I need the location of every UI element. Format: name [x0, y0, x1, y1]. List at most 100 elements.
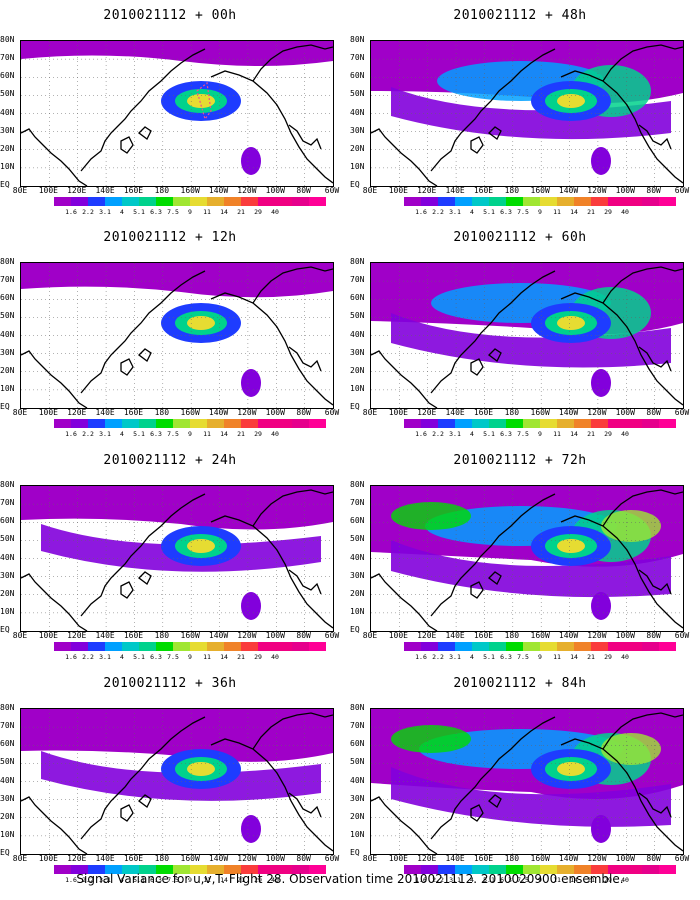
colorbar-swatch	[122, 642, 139, 651]
longitude-label: 100W	[265, 631, 285, 640]
latitude-label: 60N	[0, 739, 15, 749]
colorbar-swatch	[207, 197, 224, 206]
latitude-label: 70N	[350, 275, 365, 285]
colorbar-swatch	[309, 865, 326, 874]
latitude-label: 20N	[0, 143, 15, 153]
latitude-label: 70N	[0, 498, 15, 508]
panel-title: 2010021112 + 00h	[103, 8, 237, 23]
latitude-label: EQ	[350, 625, 360, 634]
colorbar-swatch	[156, 197, 173, 206]
longitude-label: 80W	[296, 186, 311, 195]
colorbar-swatch	[489, 865, 506, 874]
colorbar-label: 21	[587, 208, 595, 216]
colorbar-swatch	[557, 642, 574, 651]
colorbar-label: 1.6	[65, 208, 77, 216]
colorbar-label: 2.2	[432, 208, 444, 216]
latitude-label: 40N	[0, 775, 15, 785]
map-panel: 2010021112 + 24h 80N 70N 60N 50N 40N 30N 20N 10N…	[0, 445, 340, 670]
colorbar-swatch	[625, 865, 642, 874]
colorbar-label: 14	[570, 876, 578, 884]
colorbar-label: 7.5	[167, 208, 179, 216]
colorbar-swatch	[642, 865, 659, 874]
colorbar-swatch	[105, 197, 122, 206]
colorbar-swatch	[540, 197, 557, 206]
latitude-label: 50N	[0, 534, 15, 544]
longitude-label: 100W	[615, 186, 635, 195]
latitude-label: 40N	[350, 107, 365, 117]
latitude-label: 50N	[350, 757, 365, 767]
map-panel: 2010021112 + 12h 80N 70N 60N 50N 40N 30N 20N 10N…	[0, 222, 340, 447]
colorbar-labels: 1.6 2.2 3.1 4 5.1 6.3 7.5 9 11 14 21 29 40	[404, 208, 664, 218]
colorbar-swatch	[88, 197, 105, 206]
colorbar-swatch	[156, 419, 173, 428]
colorbar-swatch	[190, 642, 207, 651]
colorbar	[404, 642, 676, 651]
longitude-label: 120W	[587, 631, 607, 640]
colorbar-swatch	[207, 642, 224, 651]
colorbar-label: 6.3	[500, 653, 512, 661]
colorbar-label: 3.1	[449, 430, 461, 438]
colorbar-label: 6.3	[500, 876, 512, 884]
colorbar-swatch	[224, 642, 241, 651]
latitude-label: 60N	[0, 71, 15, 81]
colorbar-swatch	[438, 419, 455, 428]
colorbar-swatch	[659, 197, 676, 206]
longitude-label: 100E	[38, 854, 58, 863]
latitude-label: 10N	[0, 829, 15, 839]
colorbar-label: 14	[220, 430, 228, 438]
colorbar-label: 40	[271, 876, 279, 884]
longitude-label: 140W	[558, 186, 579, 195]
colorbar-label: 4	[470, 653, 474, 661]
colorbar-swatch	[275, 197, 292, 206]
colorbar-swatch	[173, 642, 190, 651]
map-canvas	[371, 709, 683, 854]
longitude-label: 140E	[445, 631, 465, 640]
longitude-label: 80W	[296, 631, 311, 640]
latitude-label: 40N	[350, 552, 365, 562]
map-area	[370, 262, 684, 409]
longitude-label: 100W	[265, 408, 285, 417]
colorbar-label: 6.3	[150, 876, 162, 884]
colorbar-swatch	[71, 865, 88, 874]
colorbar-swatch	[506, 865, 523, 874]
latitude-label: 60N	[0, 293, 15, 303]
colorbar-swatch	[139, 197, 156, 206]
longitude-label: 160E	[123, 854, 144, 863]
colorbar-label: 11	[203, 430, 211, 438]
colorbar-swatch	[309, 419, 326, 428]
latitude-label: 30N	[0, 125, 15, 135]
colorbar-label: 3.1	[449, 653, 461, 661]
map-area	[20, 708, 334, 855]
colorbar-label: 6.3	[500, 430, 512, 438]
longitude-label: 80E	[362, 408, 378, 417]
colorbar-swatch	[608, 419, 625, 428]
longitude-label: 60W	[324, 186, 340, 195]
colorbar-label: 7.5	[517, 653, 529, 661]
colorbar-swatch	[292, 865, 309, 874]
colorbar-label: 9	[538, 430, 542, 438]
colorbar-swatch	[455, 419, 472, 428]
colorbar-swatch	[421, 419, 438, 428]
longitude-label: 80W	[296, 854, 311, 863]
longitude-label: 80W	[646, 186, 661, 195]
colorbar-label: 4	[120, 430, 124, 438]
colorbar-swatch	[574, 642, 591, 651]
colorbar-label: 4	[470, 430, 474, 438]
colorbar-label: 2.2	[82, 208, 94, 216]
panel-title: 2010021112 + 84h	[453, 676, 587, 691]
longitude-label: 120E	[67, 408, 87, 417]
colorbar-swatch	[156, 642, 173, 651]
colorbar-label: 40	[271, 653, 279, 661]
longitude-label: 120E	[417, 186, 437, 195]
latitude-label: 80N	[0, 257, 15, 266]
colorbar-swatch	[190, 419, 207, 428]
colorbar-label: 4	[120, 208, 124, 216]
colorbar-label: 9	[188, 208, 192, 216]
colorbar-label: 7.5	[167, 653, 179, 661]
colorbar-label: 29	[604, 208, 612, 216]
colorbar-label: 21	[587, 430, 595, 438]
colorbar-label: 7.5	[517, 208, 529, 216]
map-area	[370, 40, 684, 187]
colorbar-swatch	[224, 865, 241, 874]
colorbar-swatch	[591, 197, 608, 206]
